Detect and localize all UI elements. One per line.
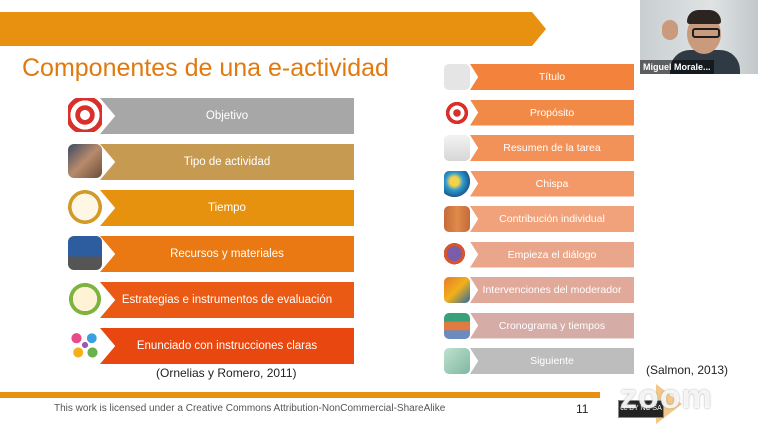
person-hair xyxy=(687,10,721,24)
right-component-item-label: Cronograma y tiempos xyxy=(470,312,634,339)
left-component-item-label: Enunciado con instrucciones claras xyxy=(100,328,354,364)
globe-icon xyxy=(444,170,470,197)
right-component-item-label: Contribución individual xyxy=(470,206,634,232)
right-component-item-label: Propósito xyxy=(470,99,634,126)
stopwatch-question-icon xyxy=(68,282,102,316)
right-component-item-label: Chispa xyxy=(470,170,634,197)
target-icon xyxy=(68,98,102,132)
right-component-item-label: Empieza el diálogo xyxy=(470,241,634,268)
target-small-icon xyxy=(444,99,470,126)
left-component-item-label: Estrategias e instrumentos de evaluación xyxy=(100,282,354,318)
citation-right: (Salmon, 2013) xyxy=(646,363,729,377)
left-component-item-label: Recursos y materiales xyxy=(100,236,354,272)
colorful-dots-icon xyxy=(68,328,102,362)
right-component-item-label: Título xyxy=(470,64,634,90)
header-arrow xyxy=(532,12,546,46)
dialogue-icon xyxy=(444,241,470,268)
page-number: 11 xyxy=(576,402,589,416)
left-component-item-label: Tiempo xyxy=(100,190,354,226)
footer-line xyxy=(0,392,600,398)
slide-title: Componentes de una e-actividad xyxy=(22,54,389,82)
right-component-item-label: Siguiente xyxy=(470,348,634,374)
math-logo-icon xyxy=(444,64,470,90)
activity-photo-icon xyxy=(68,144,102,178)
right-component-item-label: Intervenciones del moderador xyxy=(470,277,634,303)
laptop-icon xyxy=(68,236,102,270)
next-hand-icon xyxy=(444,348,470,374)
left-component-item-label: Objetivo xyxy=(100,98,354,134)
header-bar xyxy=(0,12,532,46)
alarm-clock-icon xyxy=(68,190,102,224)
participant-name-label: Miguel Morale... xyxy=(640,60,714,74)
person-hand xyxy=(662,20,678,40)
citation-left: (Ornelias y Romero, 2011) xyxy=(156,366,297,380)
document-icon xyxy=(444,135,470,161)
people-icon xyxy=(444,206,470,232)
license-text: This work is licensed under a Creative C… xyxy=(54,403,446,414)
cc-license-badge: cc BY NC SA xyxy=(618,400,664,418)
zoom-watermark: zoom xyxy=(620,378,713,416)
participant-video-tile[interactable]: Miguel Morale... xyxy=(640,0,758,74)
person-glasses xyxy=(692,28,720,38)
moderator-icon xyxy=(444,277,470,303)
left-component-item-label: Tipo de actividad xyxy=(100,144,354,180)
right-component-item-label: Resumen de la tarea xyxy=(470,135,634,161)
books-icon xyxy=(444,312,470,339)
